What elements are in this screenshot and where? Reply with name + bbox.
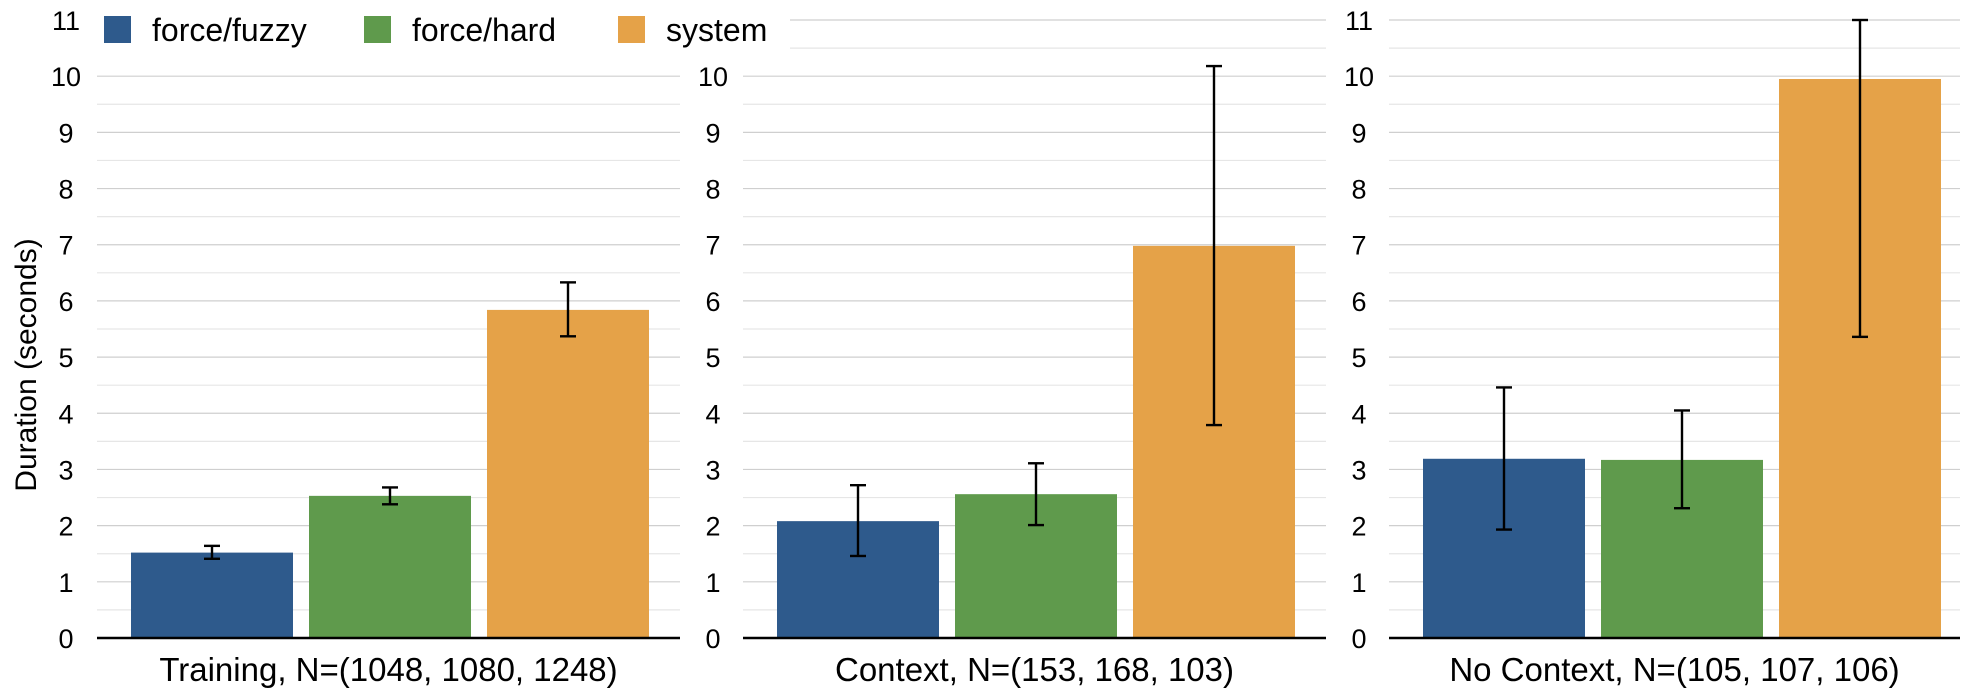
y-tick-label: 7 bbox=[58, 231, 73, 261]
y-tick-label: 4 bbox=[1351, 399, 1366, 429]
y-tick-label: 8 bbox=[705, 175, 720, 205]
y-tick-label: 9 bbox=[58, 118, 73, 148]
y-tick-label: 5 bbox=[58, 343, 73, 373]
legend-swatch bbox=[104, 16, 131, 43]
bar-system bbox=[487, 309, 649, 638]
y-tick-label: 0 bbox=[58, 624, 73, 654]
y-tick-label: 10 bbox=[698, 62, 728, 92]
bar-force-fuzzy bbox=[131, 552, 293, 638]
y-tick-label: 6 bbox=[58, 287, 73, 317]
legend-background bbox=[90, 0, 790, 52]
y-tick-label: 6 bbox=[1351, 287, 1366, 317]
y-tick-label: 3 bbox=[1351, 455, 1366, 485]
y-tick-label: 8 bbox=[1351, 175, 1366, 205]
y-tick-label: 11 bbox=[52, 6, 80, 36]
y-tick-label: 9 bbox=[705, 118, 720, 148]
y-tick-label: 1 bbox=[1351, 568, 1366, 598]
y-axis-label: Duration (seconds) bbox=[10, 238, 43, 491]
y-tick-label: 9 bbox=[1351, 118, 1366, 148]
panel-x-label: No Context, N=(105, 107, 106) bbox=[1449, 651, 1899, 688]
y-tick-label: 2 bbox=[705, 512, 720, 542]
legend-label: force/hard bbox=[412, 12, 556, 48]
legend: force/fuzzy force/hard system bbox=[90, 0, 790, 52]
y-tick-label: 6 bbox=[705, 287, 720, 317]
y-tick-label: 0 bbox=[705, 624, 720, 654]
legend-swatch bbox=[618, 16, 645, 43]
y-tick-label: 5 bbox=[705, 343, 720, 373]
legend-label: force/fuzzy bbox=[152, 12, 307, 48]
y-tick-label: 1 bbox=[58, 568, 73, 598]
y-tick-label: 5 bbox=[1351, 343, 1366, 373]
y-tick-label: 1 bbox=[705, 568, 720, 598]
y-tick-label: 7 bbox=[705, 231, 720, 261]
bar-force-hard bbox=[309, 495, 471, 638]
y-tick-label: 8 bbox=[58, 175, 73, 205]
y-tick-label: 3 bbox=[58, 455, 73, 485]
y-tick-label: 0 bbox=[1351, 624, 1366, 654]
y-tick-label: 7 bbox=[1351, 231, 1366, 261]
y-tick-label: 4 bbox=[705, 399, 720, 429]
y-tick-label: 11 bbox=[1345, 6, 1373, 36]
y-tick-label: 10 bbox=[1344, 62, 1374, 92]
bar-layer bbox=[131, 18, 1941, 639]
legend-swatch bbox=[364, 16, 391, 43]
legend-label: system bbox=[666, 12, 767, 48]
y-tick-label: 2 bbox=[58, 512, 73, 542]
panel-x-label: Training, N=(1048, 1080, 1248) bbox=[159, 651, 617, 688]
y-tick-label: 3 bbox=[705, 455, 720, 485]
panel-x-label: Context, N=(153, 168, 103) bbox=[835, 651, 1234, 688]
y-tick-label: 10 bbox=[51, 62, 81, 92]
y-tick-label: 2 bbox=[1351, 512, 1366, 542]
y-tick-label: 4 bbox=[58, 399, 73, 429]
